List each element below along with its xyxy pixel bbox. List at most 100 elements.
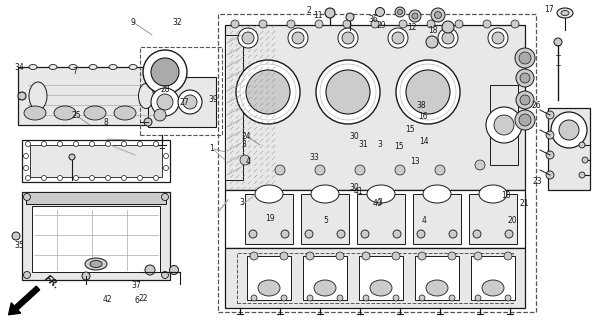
Circle shape <box>337 230 345 238</box>
Circle shape <box>435 165 445 175</box>
Circle shape <box>435 12 442 19</box>
Ellipse shape <box>24 106 46 120</box>
Circle shape <box>515 48 535 68</box>
Bar <box>148 77 216 127</box>
Text: 15: 15 <box>394 142 404 151</box>
Circle shape <box>393 295 399 301</box>
Circle shape <box>26 141 30 147</box>
Circle shape <box>504 252 512 260</box>
Circle shape <box>57 175 63 180</box>
Circle shape <box>426 36 438 48</box>
Circle shape <box>42 175 47 180</box>
Circle shape <box>483 20 491 28</box>
Bar <box>32 206 160 272</box>
Circle shape <box>546 151 554 159</box>
Circle shape <box>90 175 94 180</box>
Circle shape <box>516 69 534 87</box>
Circle shape <box>18 92 26 100</box>
Text: 20: 20 <box>507 216 517 225</box>
Circle shape <box>516 91 534 109</box>
Ellipse shape <box>149 65 157 69</box>
Circle shape <box>336 252 344 260</box>
Circle shape <box>162 194 168 201</box>
Ellipse shape <box>258 280 280 296</box>
Bar <box>415 256 459 300</box>
Text: 3: 3 <box>378 140 383 149</box>
Circle shape <box>259 20 267 28</box>
Circle shape <box>26 175 30 180</box>
Circle shape <box>325 8 335 18</box>
Text: 36: 36 <box>368 15 378 24</box>
Circle shape <box>315 20 323 28</box>
Circle shape <box>143 50 187 94</box>
Circle shape <box>307 295 313 301</box>
Text: 30: 30 <box>350 132 359 141</box>
Circle shape <box>551 112 587 148</box>
Circle shape <box>419 295 425 301</box>
Bar <box>490 85 518 165</box>
Text: 16: 16 <box>418 112 428 121</box>
Circle shape <box>406 70 450 114</box>
Circle shape <box>292 32 304 44</box>
Ellipse shape <box>311 185 339 203</box>
Circle shape <box>246 70 290 114</box>
Bar <box>22 140 170 182</box>
Text: 5: 5 <box>323 216 328 225</box>
Text: 3: 3 <box>378 198 383 207</box>
Circle shape <box>275 165 285 175</box>
Text: 32: 32 <box>173 18 182 27</box>
Circle shape <box>515 110 535 130</box>
Text: 14: 14 <box>420 137 429 146</box>
Text: 4: 4 <box>245 157 250 166</box>
Circle shape <box>505 295 511 301</box>
Circle shape <box>73 141 78 147</box>
Circle shape <box>519 114 531 126</box>
Circle shape <box>473 230 481 238</box>
Text: 33: 33 <box>310 153 319 162</box>
Circle shape <box>12 232 20 240</box>
Text: 38: 38 <box>416 101 426 110</box>
Circle shape <box>392 32 404 44</box>
Ellipse shape <box>114 106 136 120</box>
Circle shape <box>23 165 29 171</box>
Text: 39: 39 <box>209 95 219 104</box>
Circle shape <box>242 32 254 44</box>
Circle shape <box>249 230 257 238</box>
Circle shape <box>438 28 458 48</box>
Text: 21: 21 <box>519 199 529 208</box>
Bar <box>303 256 347 300</box>
Bar <box>225 25 525 190</box>
Ellipse shape <box>49 65 57 69</box>
Ellipse shape <box>557 8 573 18</box>
Text: 8: 8 <box>104 118 109 127</box>
Circle shape <box>280 252 288 260</box>
Circle shape <box>448 252 456 260</box>
Circle shape <box>363 295 369 301</box>
Text: 15: 15 <box>405 125 414 134</box>
Circle shape <box>427 20 435 28</box>
Circle shape <box>250 252 258 260</box>
Circle shape <box>183 95 197 109</box>
Bar <box>359 256 403 300</box>
Circle shape <box>23 271 30 278</box>
Text: 28: 28 <box>160 85 170 94</box>
Bar <box>225 248 525 308</box>
Circle shape <box>579 142 585 148</box>
Text: 25: 25 <box>72 111 81 120</box>
Circle shape <box>236 60 300 124</box>
Circle shape <box>505 230 513 238</box>
Ellipse shape <box>426 280 448 296</box>
Bar <box>471 256 515 300</box>
Ellipse shape <box>89 65 97 69</box>
Circle shape <box>442 21 454 33</box>
Circle shape <box>342 32 354 44</box>
Circle shape <box>90 141 94 147</box>
Ellipse shape <box>109 65 117 69</box>
Circle shape <box>338 28 358 48</box>
Circle shape <box>361 230 369 238</box>
Ellipse shape <box>29 65 37 69</box>
Circle shape <box>475 160 485 170</box>
Bar <box>18 67 166 125</box>
Circle shape <box>23 154 29 158</box>
Circle shape <box>511 20 519 28</box>
